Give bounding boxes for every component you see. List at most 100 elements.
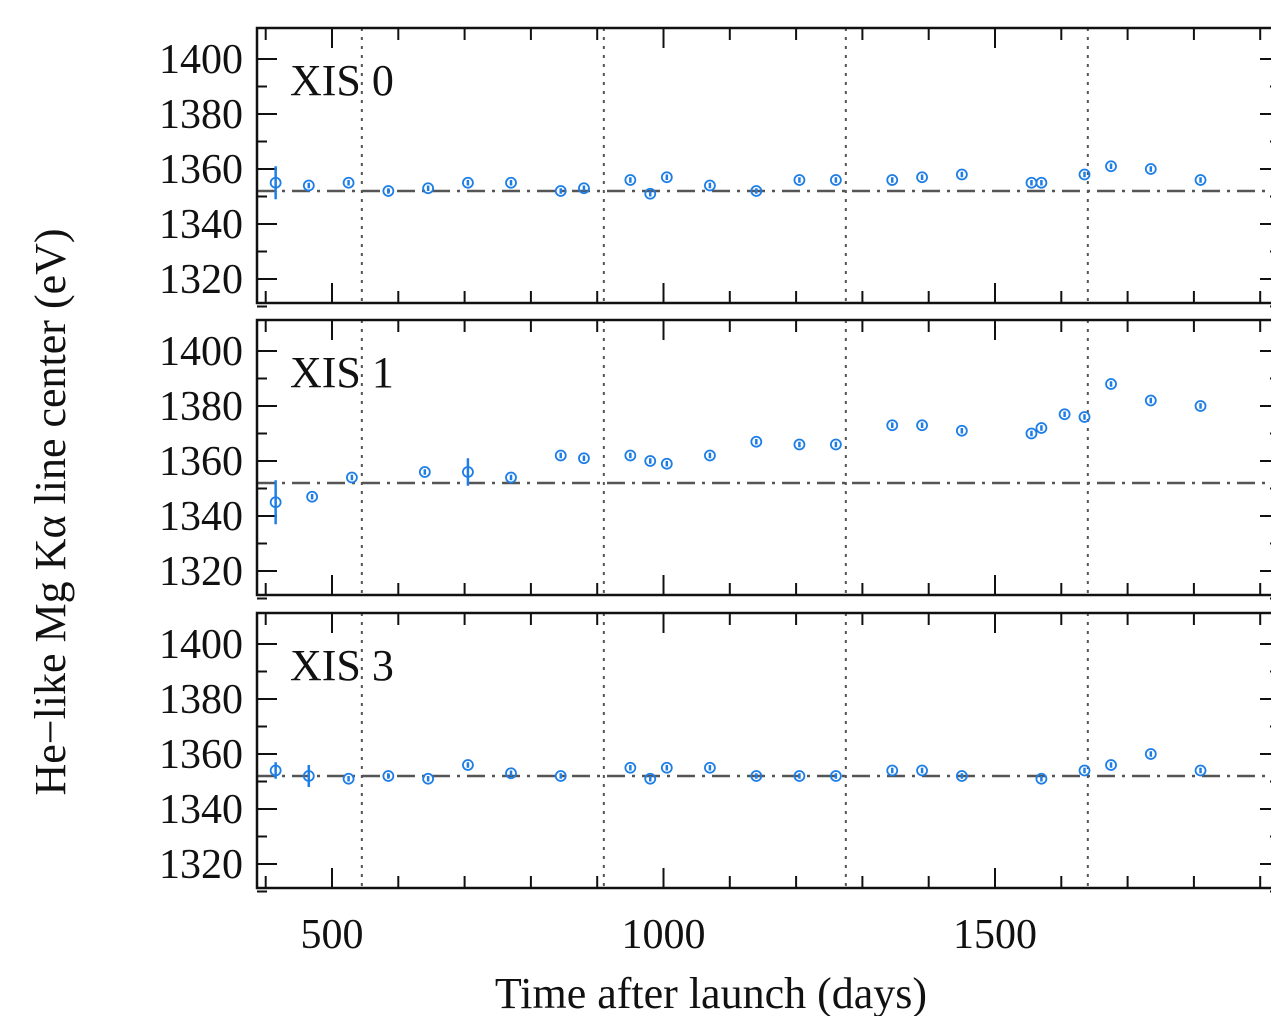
data-point (418, 466, 431, 478)
data-point (505, 767, 517, 780)
data-point (829, 174, 842, 186)
panel-1: 1400 1380 1360 1340 1320 XIS 0 (159, 26, 1271, 308)
data-point (306, 490, 319, 503)
data-point (660, 761, 673, 774)
data-point (793, 174, 806, 186)
y-tick-label: 1380 (159, 92, 243, 138)
data-point (554, 185, 567, 197)
data-point (578, 452, 590, 465)
data-point (644, 772, 657, 785)
data-point (886, 174, 899, 186)
data-point (342, 772, 355, 785)
data-point (1025, 427, 1038, 440)
y-tick-label: 1400 (159, 622, 243, 668)
data-point (644, 455, 657, 467)
data-point (624, 174, 637, 186)
data-point (1035, 772, 1048, 785)
data-point (462, 759, 474, 771)
data-point (793, 438, 806, 451)
data-point (269, 176, 282, 189)
y-tick-label: 1380 (159, 677, 243, 723)
data-point (554, 770, 567, 782)
y-axis-title: He−like Mg Kα line center (eV) (26, 228, 75, 795)
x-axis-title: Time after launch (days) (495, 969, 927, 1016)
data-point (505, 471, 517, 484)
data-point (1105, 759, 1117, 771)
data-point (505, 176, 517, 189)
data-point (624, 761, 637, 774)
data-point (829, 438, 842, 451)
data-point (342, 176, 355, 189)
data-point (422, 182, 435, 195)
panels-layer: 1400 1380 1360 1340 1320 XIS 0 1400 1380 1360 134… (159, 26, 1271, 893)
data-point (750, 185, 763, 197)
data-point (1035, 422, 1048, 434)
data-point (793, 770, 806, 782)
data-point (462, 466, 474, 478)
data-point (1144, 163, 1157, 175)
y-tick-label: 1360 (159, 439, 243, 485)
data-point (644, 187, 657, 200)
y-tick-label: 1340 (159, 494, 243, 540)
data-point (1078, 411, 1091, 423)
data-point (382, 185, 395, 197)
data-point (269, 764, 282, 777)
data-point (704, 761, 716, 774)
panel-frame (255, 26, 1271, 305)
data-point (1105, 378, 1117, 390)
data-point (660, 457, 673, 470)
data-point (886, 764, 899, 777)
panel-label: XIS 3 (290, 641, 394, 690)
data-point (302, 770, 315, 782)
y-tick-label: 1320 (159, 842, 243, 888)
x-tick-label: 1500 (953, 912, 1037, 958)
panel-frame (255, 611, 1271, 890)
data-point (1035, 176, 1048, 189)
y-tick-label: 1340 (159, 202, 243, 248)
data-point (916, 419, 928, 432)
data-point (1058, 408, 1071, 421)
data-point (462, 176, 474, 189)
y-tick-label: 1320 (159, 257, 243, 303)
data-point (382, 770, 395, 782)
y-tick-label: 1320 (159, 549, 243, 595)
data-point (886, 419, 899, 432)
data-point (1144, 394, 1157, 407)
data-point (624, 449, 637, 462)
data-point (704, 449, 716, 462)
x-tick-label: 500 (301, 912, 364, 958)
data-point (916, 171, 928, 184)
data-point (1194, 764, 1207, 777)
data-point (704, 179, 716, 192)
data-point (660, 171, 673, 184)
data-point (1194, 174, 1207, 186)
data-point (955, 424, 968, 437)
y-tick-label: 1400 (159, 329, 243, 375)
data-point (750, 770, 763, 782)
data-point (750, 435, 763, 448)
panel-label: XIS 1 (290, 348, 394, 397)
data-point (269, 496, 282, 509)
panel-label: XIS 0 (290, 56, 394, 105)
x-tick-label: 1000 (622, 912, 706, 958)
panel-frame (255, 318, 1271, 597)
data-point (1078, 764, 1091, 777)
y-tick-label: 1400 (159, 37, 243, 83)
data-point (1144, 748, 1157, 760)
y-tick-label: 1380 (159, 384, 243, 430)
data-point (554, 449, 567, 462)
y-tick-label: 1340 (159, 787, 243, 833)
data-point (345, 471, 358, 484)
y-tick-label: 1360 (159, 732, 243, 778)
data-point (1078, 168, 1091, 181)
y-tick-label: 1360 (159, 147, 243, 193)
data-point (829, 770, 842, 782)
data-point (302, 179, 315, 192)
panel-2: 1400 1380 1360 1340 1320 XIS 1 (159, 318, 1271, 600)
data-point (1194, 400, 1207, 412)
panel-3: 1400 1380 1360 1340 1320 XIS 3 (159, 611, 1271, 893)
data-point (955, 770, 968, 782)
data-point (916, 764, 928, 777)
data-point (955, 168, 968, 181)
